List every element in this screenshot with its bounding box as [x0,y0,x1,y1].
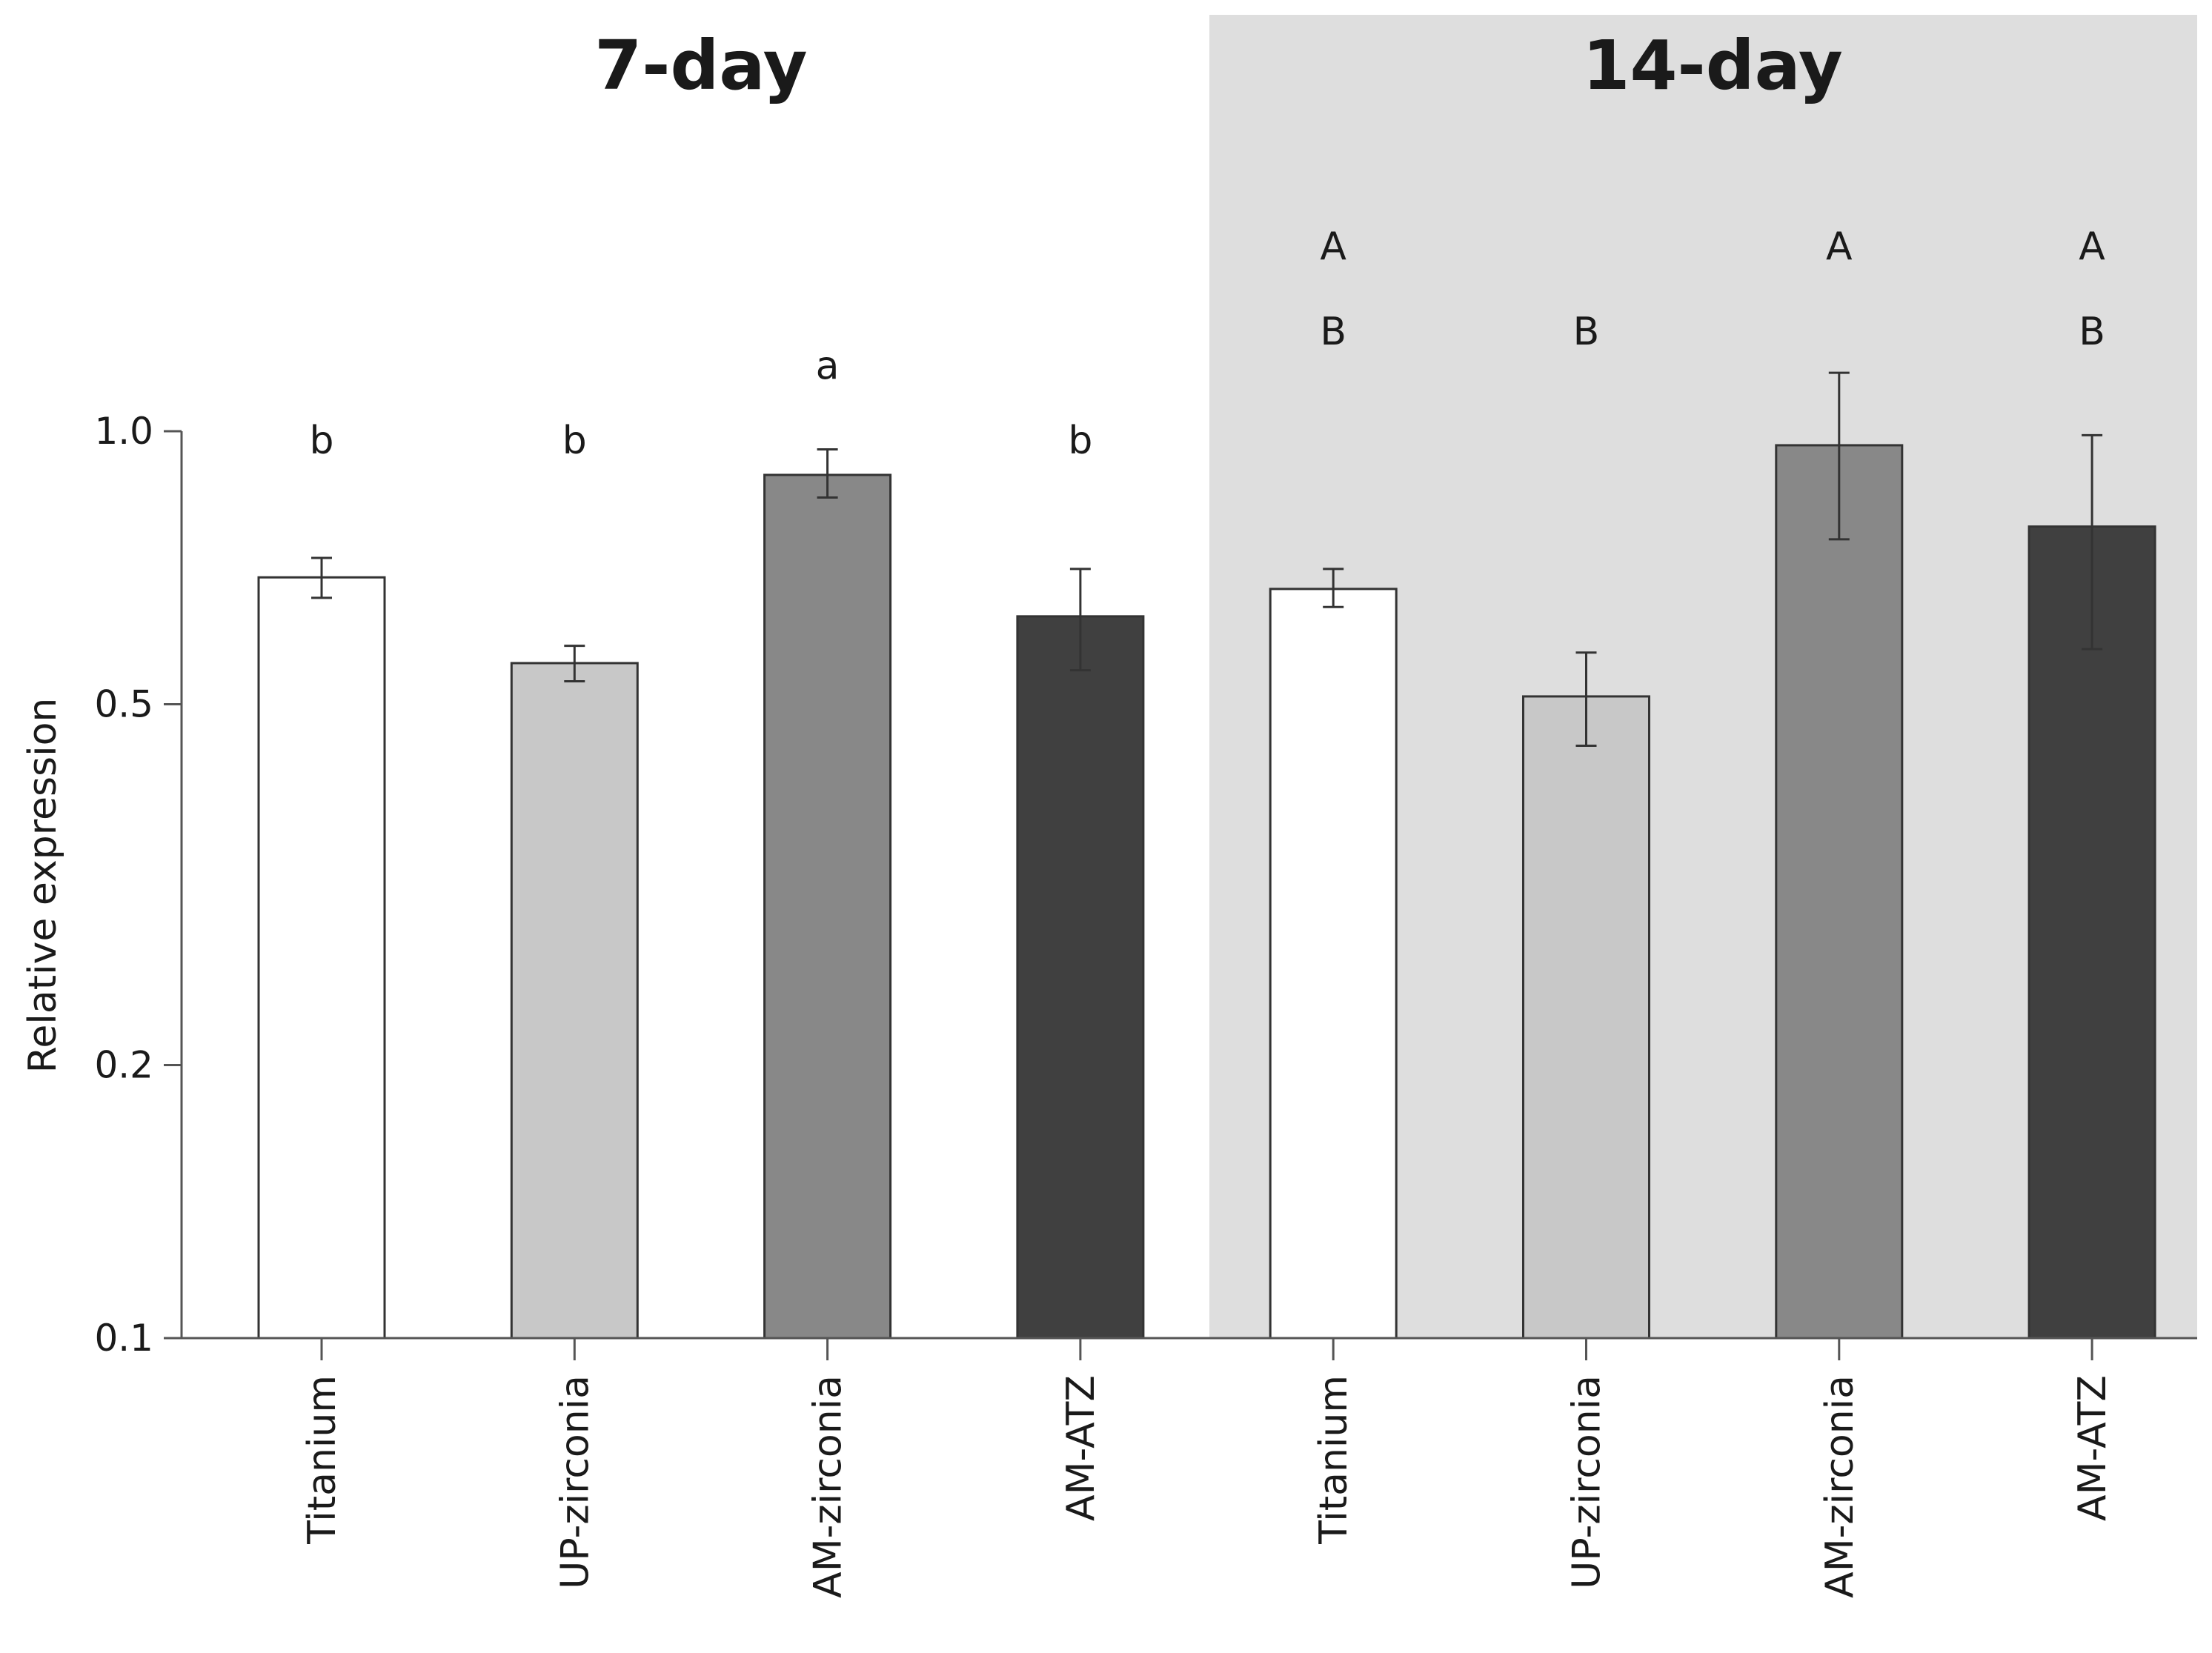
x-tick-label-0-1: UP-zirconia [553,1375,597,1589]
panel-title-0: 7-day [594,26,807,105]
x-tick-label-1-2: AM-zirconia [1818,1375,1862,1598]
sig-letter-1-3-0: A [2079,224,2105,269]
x-tick-label-0-2: AM-zirconia [806,1375,851,1598]
x-tick-label-0-0: Titanium [300,1375,345,1545]
panel-titles: 7-day 14-day [594,26,1842,105]
x-tick-label-1-0: Titanium [1312,1375,1356,1545]
sig-letter-1-2: A [1826,224,1853,269]
bar-1-3 [2027,525,2156,1340]
bar-0-0 [257,576,386,1340]
y-tick-label-2: 0.5 [94,682,153,725]
bar-1-1 [1522,695,1650,1340]
x-axis-labels: Titanium UP-zirconia AM-zirconia AM-ATZ Tita… [300,1338,2115,1598]
y-axis-title: Relative expression [21,698,65,1074]
sig-letter-1-0-1: B [1320,310,1346,354]
bar-0-1 [510,662,639,1340]
bar-1-2 [1775,444,1904,1340]
y-tick-label-1: 0.2 [94,1044,153,1087]
sig-letter-1-3-1: B [2079,310,2105,354]
sig-letter-0-1: b [562,419,587,463]
bar-1-0 [1269,588,1398,1340]
panel-title-1: 14-day [1583,26,1843,105]
sig-letter-0-0: b [309,419,333,463]
sig-letter-1-1: B [1573,310,1600,354]
y-tick-label-3: 1.0 [94,410,153,453]
sig-letter-1-0-0: A [1320,224,1346,269]
x-tick-label-1-3: AM-ATZ [2070,1375,2115,1521]
x-tick-label-0-3: AM-ATZ [1059,1375,1103,1521]
x-tick-label-1-1: UP-zirconia [1565,1375,1610,1589]
y-axis: 0.1 0.2 0.5 1.0 [94,410,2197,1360]
bar-0-3 [1016,615,1145,1340]
sig-letter-0-3: b [1068,419,1092,463]
bar-0-2 [763,473,892,1340]
sig-letter-0-2: a [816,344,840,388]
y-tick-label-0: 0.1 [94,1317,153,1360]
